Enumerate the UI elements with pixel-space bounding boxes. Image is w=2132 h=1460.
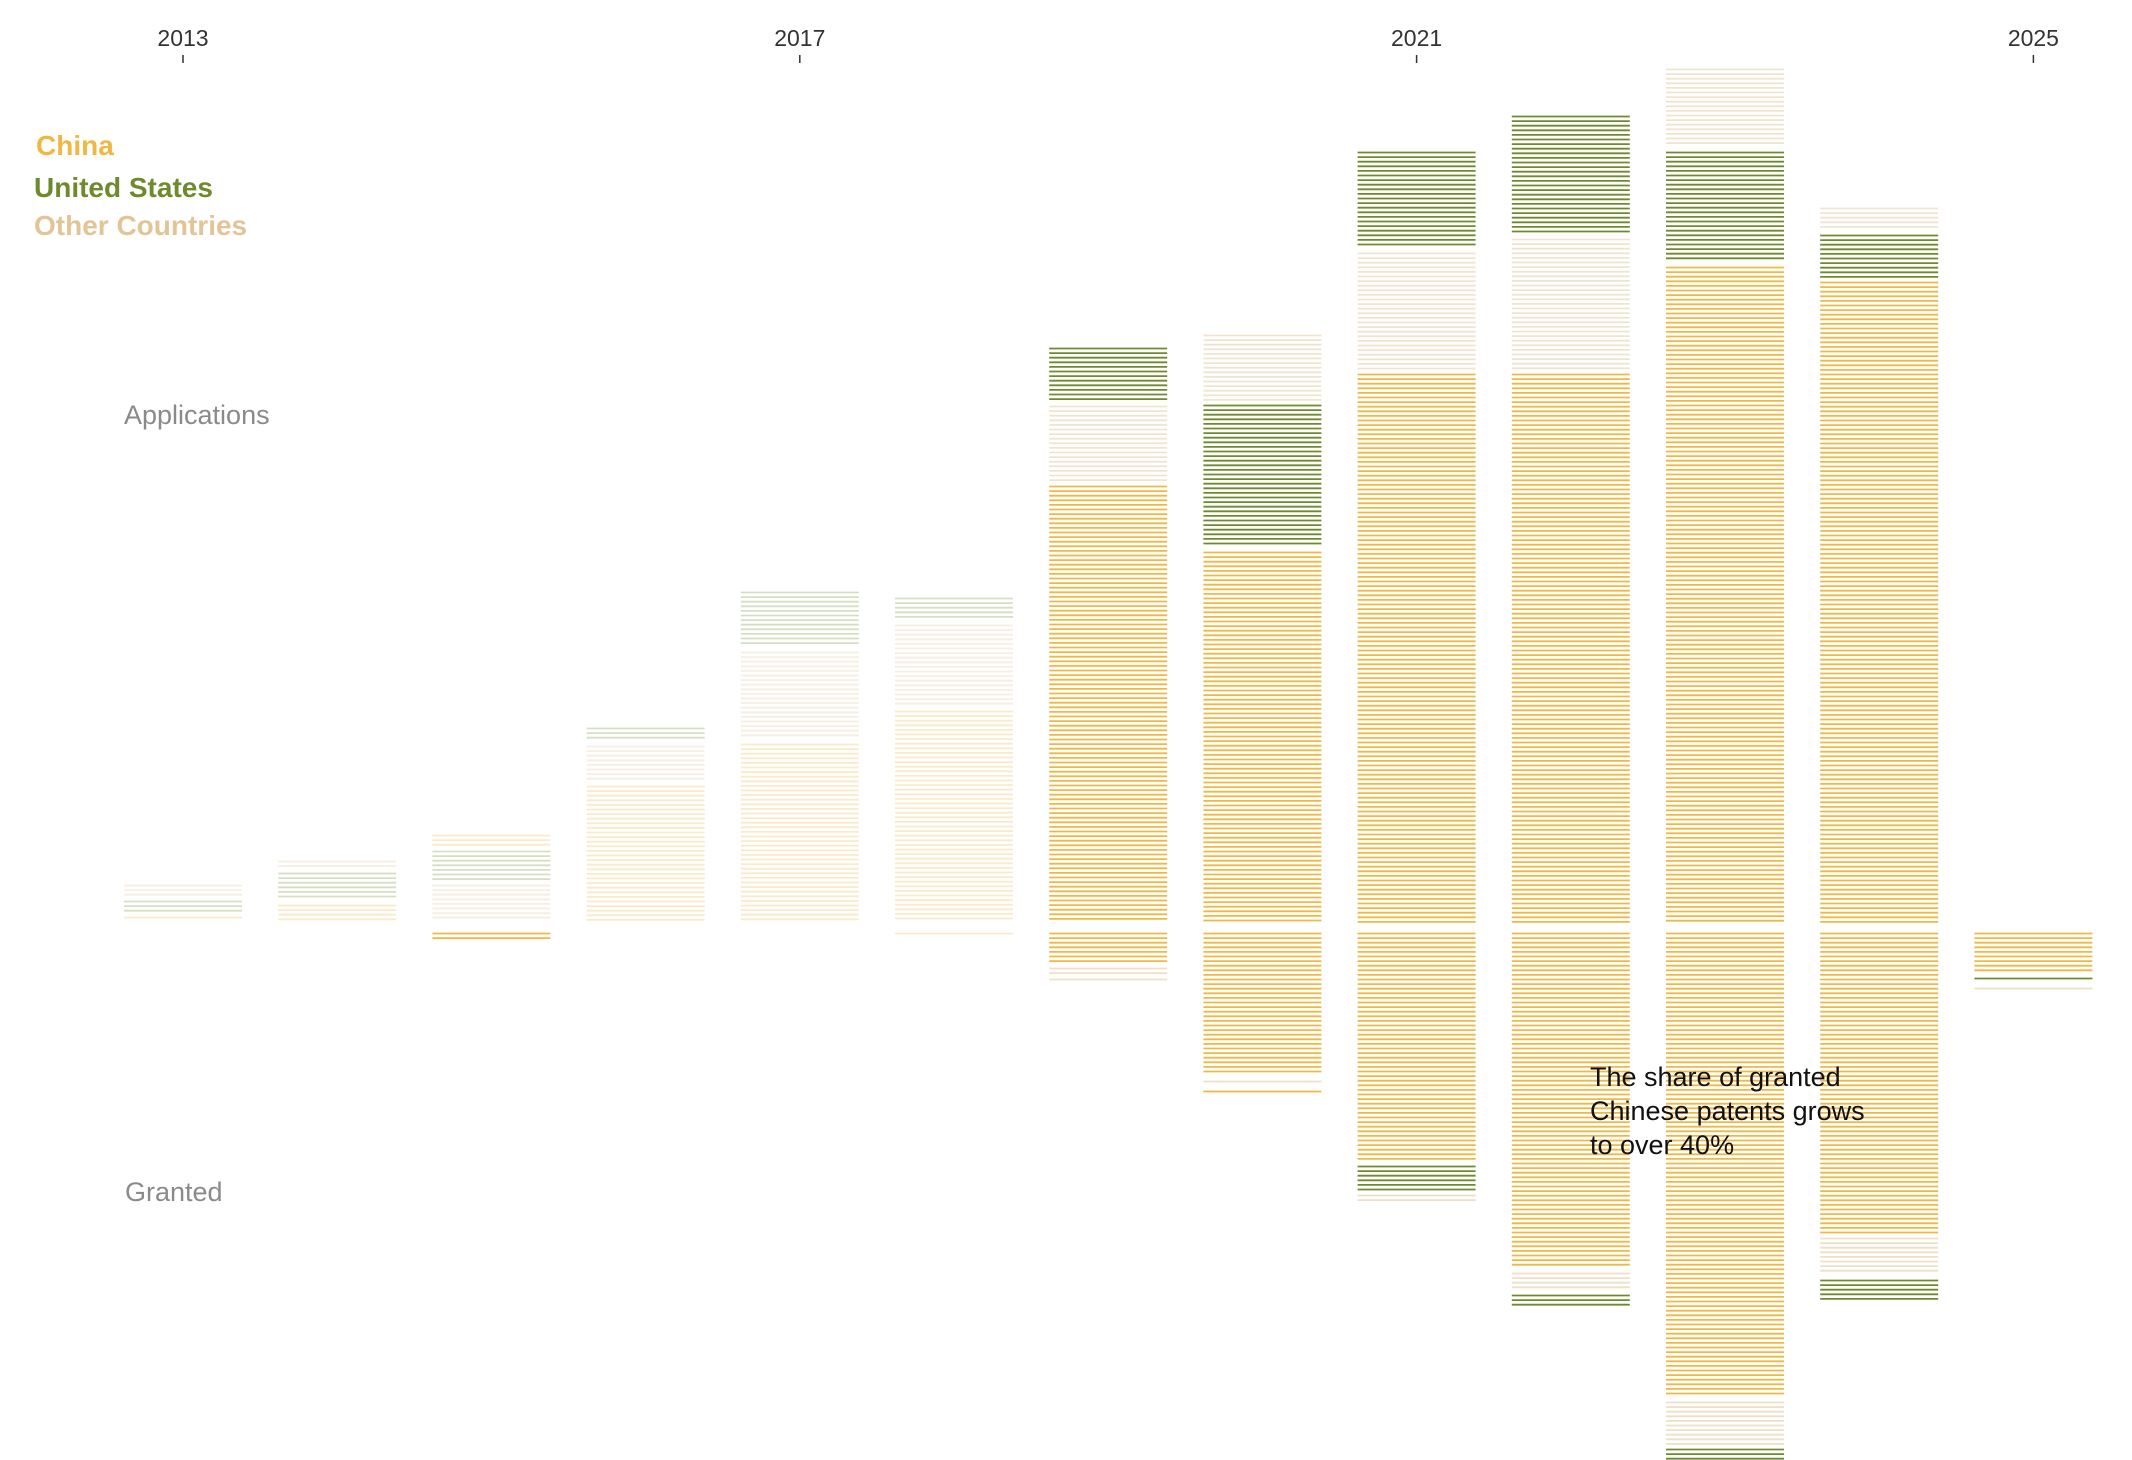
granted-bar-2024-seg-2 bbox=[1820, 1279, 1939, 1300]
legend-other-countries: Other Countries bbox=[34, 210, 248, 241]
application-bar-2022-seg-0 bbox=[1511, 373, 1630, 923]
application-bar-2021-seg-0 bbox=[1357, 373, 1476, 923]
application-bar-2020-seg-0 bbox=[1203, 551, 1322, 922]
legend-united-states: United States bbox=[34, 172, 213, 203]
application-bar-2017-seg-1 bbox=[740, 651, 859, 737]
application-bar-2019-seg-2 bbox=[1049, 347, 1168, 401]
application-bar-2021-seg-2 bbox=[1357, 151, 1476, 246]
granted-bar-2022-seg-1 bbox=[1511, 1272, 1630, 1289]
application-bar-2015-seg-0 bbox=[432, 884, 551, 919]
annotation-text: The share of granted Chinese patents gro… bbox=[1590, 1062, 1865, 1160]
application-bar-2016-seg-2 bbox=[586, 727, 705, 739]
granted-bar-2021-seg-2 bbox=[1357, 1194, 1476, 1201]
granted-bar-2025-seg-0 bbox=[1974, 932, 2093, 972]
application-bar-2017-seg-0 bbox=[740, 743, 859, 921]
application-bar-2016-seg-0 bbox=[586, 785, 705, 921]
x-tick-label-2017: 2017 bbox=[774, 25, 825, 51]
application-bar-2022-seg-2 bbox=[1511, 115, 1630, 233]
granted-bar-2022-seg-0 bbox=[1511, 932, 1630, 1266]
granted-bar-2024-seg-0 bbox=[1820, 932, 1939, 1234]
granted-label: Granted bbox=[125, 1177, 223, 1207]
application-bar-2019-seg-1 bbox=[1049, 405, 1168, 482]
granted-bar-2023-seg-0 bbox=[1666, 932, 1784, 1395]
granted-bar-2020-seg-0 bbox=[1203, 932, 1322, 1073]
granted-bar-2023-seg-2 bbox=[1666, 1448, 1784, 1460]
application-bar-2013-seg-2 bbox=[124, 884, 242, 896]
legend-china: China bbox=[36, 130, 114, 161]
application-bar-2019-seg-0 bbox=[1049, 485, 1168, 920]
application-bar-2014-seg-2 bbox=[278, 860, 397, 867]
application-bar-2024-seg-2 bbox=[1820, 207, 1939, 228]
x-tick-label-2021: 2021 bbox=[1391, 25, 1442, 51]
application-bar-2023-seg-2 bbox=[1666, 68, 1784, 145]
granted-bar-2024-seg-1 bbox=[1820, 1237, 1939, 1272]
application-bar-2022-seg-1 bbox=[1511, 238, 1630, 370]
application-bar-2016-seg-1 bbox=[586, 745, 705, 780]
applications-label: Applications bbox=[124, 400, 270, 430]
application-bar-2023-seg-0 bbox=[1666, 266, 1784, 922]
application-bar-2023-seg-1 bbox=[1666, 151, 1784, 260]
application-bar-2024-seg-0 bbox=[1820, 281, 1939, 923]
x-tick-label-2013: 2013 bbox=[157, 25, 208, 51]
granted-bar-2015-seg-0 bbox=[432, 932, 551, 939]
application-bar-2018-seg-1 bbox=[895, 624, 1013, 705]
application-bar-2015-seg-1 bbox=[432, 850, 551, 880]
granted-bar-2019-seg-1 bbox=[1049, 967, 1168, 974]
x-tick-label-2025: 2025 bbox=[2008, 25, 2059, 51]
application-bar-2014-seg-0 bbox=[278, 904, 397, 921]
application-bar-2014-seg-1 bbox=[278, 872, 397, 898]
granted-bar-2022-seg-2 bbox=[1511, 1294, 1630, 1306]
application-bar-2020-seg-2 bbox=[1203, 334, 1322, 401]
application-bar-2024-seg-1 bbox=[1820, 234, 1939, 278]
application-bar-2013-seg-1 bbox=[124, 900, 242, 912]
application-bar-2018-seg-2 bbox=[895, 597, 1013, 618]
application-bar-2017-seg-2 bbox=[740, 591, 859, 644]
granted-bar-2021-seg-0 bbox=[1357, 932, 1476, 1160]
application-bar-2020-seg-1 bbox=[1203, 404, 1322, 545]
granted-bar-2021-seg-1 bbox=[1357, 1165, 1476, 1191]
granted-bar-2023-seg-1 bbox=[1666, 1401, 1784, 1445]
granted-bar-2019-seg-0 bbox=[1049, 932, 1168, 962]
application-bar-2015-seg-2 bbox=[432, 834, 551, 846]
application-bar-2021-seg-1 bbox=[1357, 252, 1476, 370]
application-bar-2018-seg-0 bbox=[895, 710, 1013, 920]
